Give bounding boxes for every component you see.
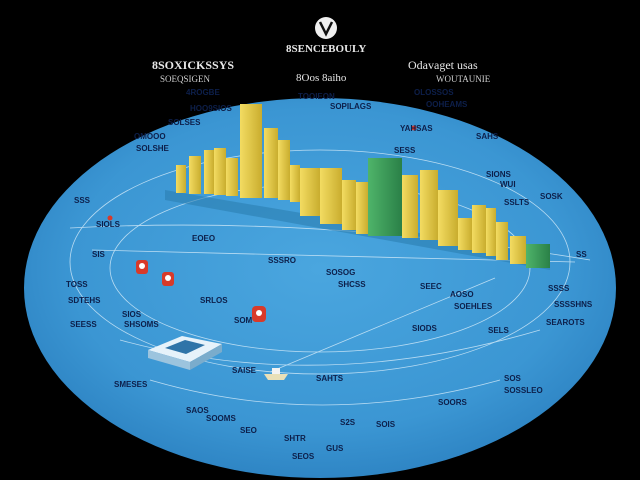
location-dot (107, 215, 113, 221)
map-label: SRLOS (200, 296, 228, 305)
map-label: SEAROTS (546, 318, 585, 327)
map-label: WUI (500, 180, 516, 189)
map-label: SOSOG (326, 268, 356, 277)
isometric-building-icon (148, 336, 222, 370)
map-label: SAHTS (316, 374, 344, 383)
center-subtitle: 8Oos 8aiho (296, 72, 347, 84)
map-label: SEESS (70, 320, 97, 329)
map-label: SSS (74, 196, 91, 205)
map-label: SSLTS (504, 198, 530, 207)
map-label: TOSS (66, 280, 88, 289)
map-label: OMOOO (134, 132, 166, 141)
ship-icon (264, 368, 288, 380)
map-label: SOSSLEO (504, 386, 543, 395)
map-label: SOS (504, 374, 521, 383)
location-dot (411, 125, 417, 131)
map-label: SOLSHE (136, 144, 169, 153)
right-subtitle: WOUTAUNIE (436, 74, 491, 84)
map-label: TOOIEON (298, 92, 335, 101)
map-label: SIOLS (96, 220, 121, 229)
map-label: SEOS (292, 452, 315, 461)
map-label: SESS (394, 146, 416, 155)
map-label: SOM (234, 316, 253, 325)
ocean-ellipse (24, 98, 616, 478)
map-label: SDTEHS (68, 296, 101, 305)
center-title: 8SENCEBOULY (286, 43, 367, 55)
map-label: SAHS (476, 132, 499, 141)
map-label: SOLSES (168, 118, 201, 127)
city-skyline-bars (165, 104, 550, 270)
map-pin-icon[interactable] (136, 260, 148, 274)
map-label: HOO9SIOS (190, 104, 232, 113)
map-label: SOOMS (206, 414, 236, 423)
map-label: SOORS (438, 398, 467, 407)
map-label: SMESES (114, 380, 148, 389)
map-label: SOPILAGS (330, 102, 372, 111)
map-label: YAHSAS (400, 124, 433, 133)
right-title: Odavaget usas (408, 58, 478, 72)
map-label: SOIS (376, 420, 396, 429)
map-label: SHSOMS (124, 320, 159, 329)
map-pin-icon[interactable] (252, 306, 266, 322)
map-label: SAOS (186, 406, 209, 415)
map-pin-icon[interactable] (162, 272, 174, 286)
map-label: SEO (240, 426, 257, 435)
map-label: EOEO (192, 234, 216, 243)
map-label: SAISE (232, 366, 257, 375)
map-label: SIONS (486, 170, 511, 179)
map-label: SSSRO (268, 256, 297, 265)
map-label: SEEC (420, 282, 442, 291)
map-label: S2S (340, 418, 356, 427)
left-subtitle: SOEQSIGEN (160, 74, 211, 84)
map-label: 4ROGBE (186, 88, 220, 97)
map-label: SSSSHNS (554, 300, 593, 309)
map-label: SHCSS (338, 280, 366, 289)
map-label: SHTR (284, 434, 306, 443)
circle-emblem-icon (315, 17, 337, 39)
map-label: GUS (326, 444, 344, 453)
map-label: SIOS (122, 310, 142, 319)
map-label: SELS (488, 326, 509, 335)
left-title: 8SOXICKSSYS (152, 58, 235, 72)
map-label: SIS (92, 250, 105, 259)
map-label: OLOSSOS (414, 88, 454, 97)
map-label: AOSO (450, 290, 474, 299)
map-label: SSSS (548, 284, 570, 293)
map-label: SOEHLES (454, 302, 493, 311)
map-label: SIODS (412, 324, 437, 333)
map-label: OOHEAMS (426, 100, 468, 109)
map-label: SS (576, 250, 587, 259)
map-label: SOSK (540, 192, 563, 201)
